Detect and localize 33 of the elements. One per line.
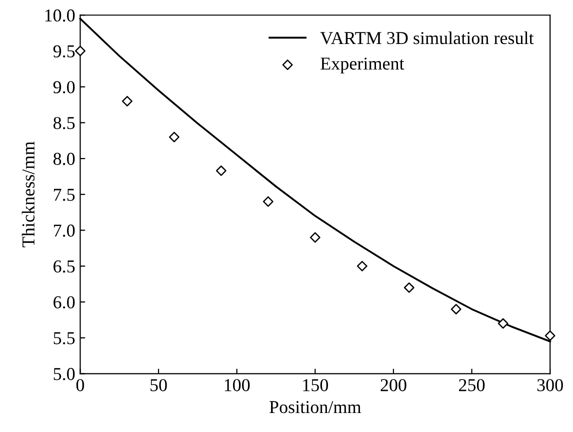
y-tick-label: 6.5	[54, 260, 75, 273]
point	[74, 46, 86, 56]
x-tick-label: 0	[76, 379, 84, 392]
y-tick-label: 7.5	[54, 188, 75, 201]
point	[310, 232, 320, 243]
x-tick-label: 150	[303, 379, 328, 392]
y-tick-label: 6.0	[54, 296, 75, 308]
x-axis-title: Position/mm	[270, 401, 362, 414]
point	[544, 330, 556, 341]
point	[168, 132, 180, 142]
legend-label: VARTM 3D simulation result	[320, 31, 534, 44]
x-tick-label: 200	[380, 379, 406, 392]
point	[356, 260, 368, 272]
y-tick-label: 5.5	[54, 332, 75, 344]
y-tick-label: 7.0	[54, 224, 75, 237]
point	[262, 196, 274, 207]
x-tick-label: 50	[150, 379, 167, 392]
y-tick-label: 8.0	[53, 152, 75, 166]
y-tick-label: 9.5	[53, 45, 75, 58]
x-tick-label: 250	[459, 379, 485, 392]
y-tick-label: 5.0	[54, 368, 75, 380]
y-tick-label: 9.0	[53, 81, 75, 94]
point	[404, 282, 414, 293]
point	[216, 166, 226, 176]
y-tick-label: 8.5	[53, 116, 75, 130]
point	[498, 318, 508, 329]
y-axis-title: Thickness/mm	[22, 142, 35, 248]
legend-label: Experiment	[320, 58, 404, 74]
point	[122, 96, 132, 106]
point	[450, 304, 462, 314]
y-tick-label: 10.0	[45, 9, 75, 22]
x-tick-label: 300	[537, 379, 563, 392]
x-tick-label: 100	[224, 379, 250, 392]
